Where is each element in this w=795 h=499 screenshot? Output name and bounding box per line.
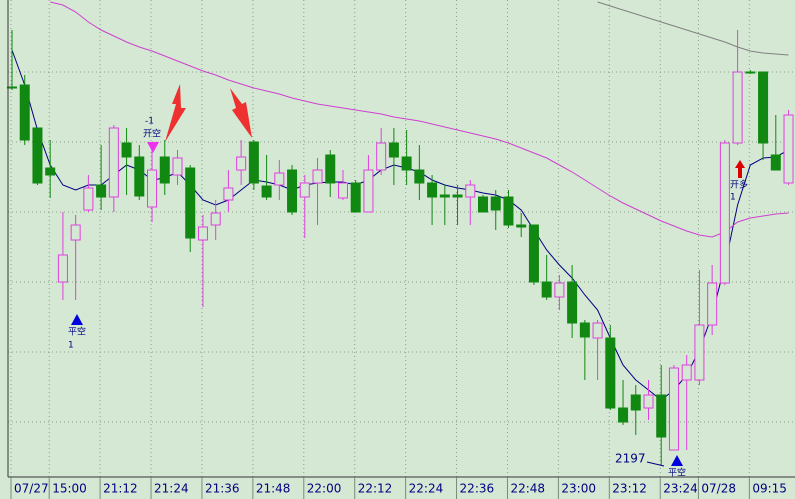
- candle-body: [32, 127, 43, 184]
- candle-body: [503, 196, 514, 226]
- candle-body: [528, 224, 539, 283]
- ma-line: [50, 1, 789, 238]
- x-tick-label: 23:00: [561, 482, 596, 496]
- candle-body: [541, 281, 552, 298]
- x-tick-label: 21:24: [154, 482, 189, 496]
- candle-body: [465, 184, 476, 198]
- candle-body: [719, 142, 730, 284]
- red-up-arrow: [735, 160, 745, 178]
- candle-body: [337, 182, 348, 199]
- annotation: 1: [68, 341, 74, 351]
- candle-body: [45, 167, 56, 176]
- x-tick-label: 22:00: [307, 482, 342, 496]
- candle-body: [427, 182, 438, 198]
- low-label: 2197: [615, 452, 646, 466]
- x-tick-label: 22:48: [510, 482, 545, 496]
- candle-body: [758, 71, 769, 144]
- candle-body: [490, 196, 501, 211]
- x-tick-label: 23:24: [663, 482, 698, 496]
- candle-body: [7, 86, 17, 89]
- x-tick-label: 22:24: [409, 482, 444, 496]
- candle-body: [681, 364, 692, 381]
- candle-body: [19, 84, 30, 141]
- x-tick-label: 21:48: [256, 482, 291, 496]
- candle-body: [401, 156, 412, 171]
- red-arrow: [165, 84, 186, 142]
- annotation: 开多: [730, 179, 748, 191]
- candle-body: [299, 182, 310, 198]
- x-tick-label: 23:12: [612, 482, 647, 496]
- candle-body: [147, 169, 158, 208]
- signal-triangle: [671, 455, 683, 466]
- candle-body: [96, 184, 107, 198]
- x-tick-label: 22:36: [460, 482, 495, 496]
- x-tick-label: 22:12: [358, 482, 393, 496]
- candle-body: [350, 182, 361, 213]
- candle-body: [134, 156, 145, 197]
- candle-body: [567, 281, 578, 324]
- annotation: 1: [730, 193, 736, 203]
- candle-body: [121, 142, 132, 158]
- candle-body: [439, 194, 450, 198]
- candle-body: [274, 172, 285, 186]
- x-tick-label: 07/27: [14, 482, 49, 496]
- candles: [7, 30, 794, 465]
- candle-body: [478, 196, 489, 213]
- candle-body: [579, 322, 590, 338]
- candle-body: [656, 394, 667, 438]
- candle-body: [70, 224, 81, 241]
- annotation: 平空: [68, 326, 86, 338]
- candle-body: [554, 282, 565, 298]
- ma-line: [597, 1, 789, 56]
- x-axis: 07/27 15:00 21:12 21:24 21:36 21:48 22:00 22:12…: [10, 477, 787, 499]
- candle-body: [707, 282, 718, 326]
- annotation: -1: [145, 117, 154, 127]
- candle-body: [630, 394, 641, 411]
- candle-body: [618, 407, 629, 423]
- signal-triangle: [71, 314, 83, 325]
- candle-body: [668, 367, 679, 451]
- signal-triangle: [147, 142, 159, 153]
- candle-body: [745, 71, 756, 74]
- candle-body: [325, 154, 336, 184]
- red-arrow: [230, 88, 252, 138]
- candle-body: [783, 114, 794, 184]
- candle-body: [516, 224, 527, 228]
- annotation: 平空: [668, 467, 686, 479]
- candle-body: [172, 157, 183, 176]
- candle-body: [185, 167, 196, 239]
- candle-body: [197, 226, 208, 241]
- candle-body: [694, 324, 705, 381]
- candle-body: [83, 187, 94, 211]
- candle-body: [643, 394, 654, 409]
- x-tick-label: 15:00: [52, 482, 87, 496]
- x-tick-label: 09:15: [752, 482, 787, 496]
- candle-body: [605, 337, 616, 409]
- candle-body: [261, 185, 272, 198]
- annotation: 开空: [143, 128, 161, 140]
- candle-body: [312, 169, 323, 184]
- candle-body: [108, 127, 119, 198]
- candle-body: [223, 187, 234, 201]
- candle-body: [376, 142, 387, 171]
- candle-body: [236, 156, 247, 171]
- candle-body: [159, 156, 170, 184]
- candle-body: [452, 194, 463, 198]
- candle-body: [388, 142, 399, 158]
- x-tick-label: 21:12: [103, 482, 138, 496]
- x-tick-label: 21:36: [205, 482, 240, 496]
- candle-body: [287, 169, 298, 213]
- x-tick-label: 07/28: [701, 482, 736, 496]
- candle-body: [592, 322, 603, 339]
- candle-body: [363, 169, 374, 213]
- candle-body: [248, 141, 259, 184]
- candle-body: [57, 254, 68, 283]
- candle-body: [414, 169, 425, 184]
- low-pointer: [646, 461, 665, 467]
- candle-body: [210, 212, 221, 226]
- candle-body: [770, 154, 781, 171]
- candle-body: [732, 71, 743, 144]
